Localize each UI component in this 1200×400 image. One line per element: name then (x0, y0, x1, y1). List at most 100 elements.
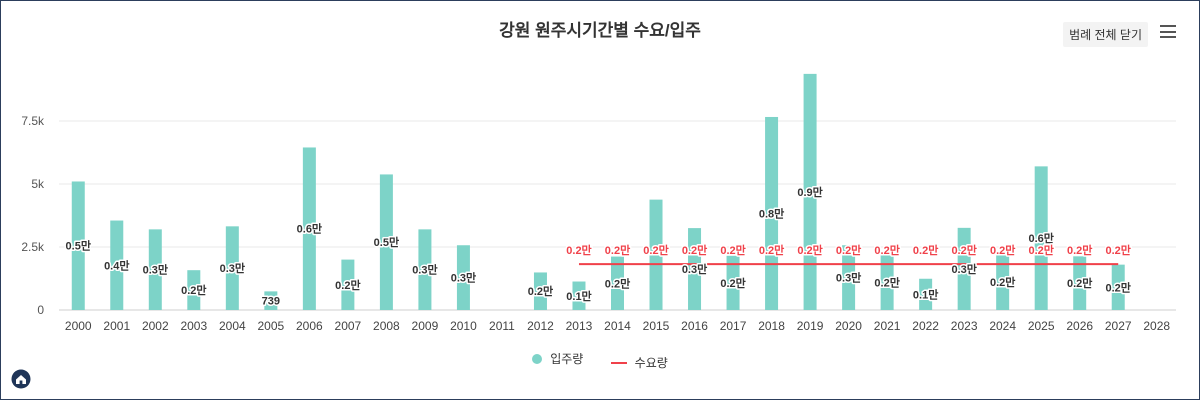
bar-data-label: 0.4만 (104, 258, 129, 272)
bar-data-label: 0.3만 (682, 262, 707, 276)
bar-data-label: 0.6만 (297, 222, 322, 236)
bar-move-in (957, 227, 971, 310)
x-tick-label: 2009 (412, 319, 439, 333)
demand-data-label: 0.2만 (836, 243, 861, 257)
x-tick-label: 2008 (373, 319, 400, 333)
bar-move-in (341, 259, 355, 310)
bar-data-label: 0.2만 (528, 284, 553, 298)
x-tick-label: 2003 (180, 319, 207, 333)
bar-data-label: 0.9만 (797, 185, 822, 199)
bar-move-in (842, 245, 856, 310)
legend-item-move-in[interactable]: 입주량 (532, 350, 583, 367)
bar-data-label: 0.3만 (220, 261, 245, 275)
legend-item-demand[interactable]: 수요량 (610, 354, 668, 371)
bar-move-in (649, 199, 663, 310)
x-tick-label: 2007 (335, 319, 362, 333)
demand-data-label: 0.2만 (643, 243, 668, 257)
bar-move-in (726, 255, 740, 310)
bar-data-label: 0.3만 (836, 271, 861, 285)
demand-data-label: 0.2만 (990, 243, 1015, 257)
x-tick-label: 2019 (797, 319, 824, 333)
x-tick-label: 2016 (681, 319, 708, 333)
bar-data-label: 0.2만 (181, 283, 206, 297)
bar-move-in (187, 270, 201, 310)
bar-data-label: 0.5만 (66, 239, 91, 253)
bar-move-in (919, 278, 933, 310)
bar-move-in (688, 228, 702, 310)
x-tick-label: 2004 (219, 319, 246, 333)
bar-data-label: 0.2만 (1067, 276, 1092, 290)
demand-data-label: 0.2만 (874, 243, 899, 257)
legend-dot-icon (532, 353, 543, 364)
bar-data-label: 0.2만 (605, 276, 630, 290)
legend-label-demand: 수요량 (634, 356, 668, 370)
x-tick-label: 2002 (142, 319, 169, 333)
bar-move-in (572, 281, 586, 310)
legend-label-move-in: 입주량 (550, 352, 584, 366)
bar-move-in (71, 181, 85, 310)
hamburger-menu-icon[interactable] (1160, 25, 1176, 38)
demand-data-label: 0.2만 (797, 243, 822, 257)
bar-move-in (264, 291, 278, 310)
demand-data-label: 0.2만 (759, 243, 784, 257)
x-tick-label: 2022 (912, 319, 939, 333)
x-tick-label: 2005 (257, 319, 284, 333)
demand-data-label: 0.2만 (566, 243, 591, 257)
x-tick-label: 2026 (1066, 319, 1093, 333)
bar-data-label: 0.8만 (759, 206, 784, 220)
bar-data-label: 0.3만 (951, 262, 976, 276)
x-tick-label: 2027 (1105, 319, 1132, 333)
x-tick-label: 2011 (489, 319, 515, 333)
bar-move-in (1034, 166, 1048, 310)
y-tick-label: 0 (37, 303, 44, 317)
x-tick-label: 2024 (989, 319, 1016, 333)
legend-toggle-button[interactable]: 범례 전체 닫기 (1063, 22, 1148, 47)
bar-data-label: 0.1만 (913, 287, 938, 301)
chart-title: 강원 원주시기간별 수요/입주 (499, 21, 701, 40)
bar-data-label: 0.2만 (874, 276, 899, 290)
bar-move-in (996, 254, 1010, 310)
bar-move-in (1073, 256, 1087, 310)
demand-data-label: 0.2만 (1067, 243, 1092, 257)
x-tick-label: 2025 (1028, 319, 1055, 333)
bar-move-in (225, 226, 239, 310)
bar-move-in (456, 245, 470, 310)
bar-move-in (379, 174, 393, 310)
chart-legend: 입주량 수요량 (0, 350, 1200, 371)
x-tick-label: 2000 (65, 319, 92, 333)
demand-data-label: 0.2만 (720, 243, 745, 257)
bar-data-label: 0.1만 (566, 289, 591, 303)
home-logo-icon[interactable] (11, 369, 31, 389)
x-tick-label: 2015 (643, 319, 670, 333)
bar-move-in (418, 229, 432, 310)
x-tick-label: 2023 (951, 319, 978, 333)
bar-data-label: 0.6만 (1028, 231, 1053, 245)
bar-move-in (880, 255, 894, 310)
y-tick-label: 2.5k (21, 240, 45, 254)
x-tick-label: 2001 (103, 319, 130, 333)
x-tick-label: 2018 (758, 319, 785, 333)
demand-data-label: 0.2만 (1028, 243, 1053, 257)
x-tick-label: 2020 (835, 319, 862, 333)
x-tick-label: 2017 (720, 319, 747, 333)
bar-move-in (148, 229, 162, 310)
bar-data-label: 0.3만 (451, 271, 476, 285)
demand-data-label: 0.2만 (1106, 243, 1131, 257)
bar-move-in (765, 116, 779, 310)
bar-data-label: 0.3만 (143, 263, 168, 277)
bar-data-label: 0.2만 (335, 278, 360, 292)
bar-data-label: 0.3만 (412, 263, 437, 277)
bar-move-in (302, 147, 316, 310)
x-tick-label: 2028 (1143, 319, 1170, 333)
x-tick-label: 2006 (296, 319, 323, 333)
x-tick-label: 2010 (450, 319, 477, 333)
bar-data-label: 0.2만 (990, 275, 1015, 289)
y-tick-label: 7.5k (21, 114, 45, 128)
y-tick-label: 5k (31, 177, 45, 191)
x-tick-label: 2013 (566, 319, 593, 333)
x-tick-label: 2021 (874, 319, 901, 333)
x-tick-label: 2014 (604, 319, 631, 333)
bar-move-in (533, 272, 547, 310)
